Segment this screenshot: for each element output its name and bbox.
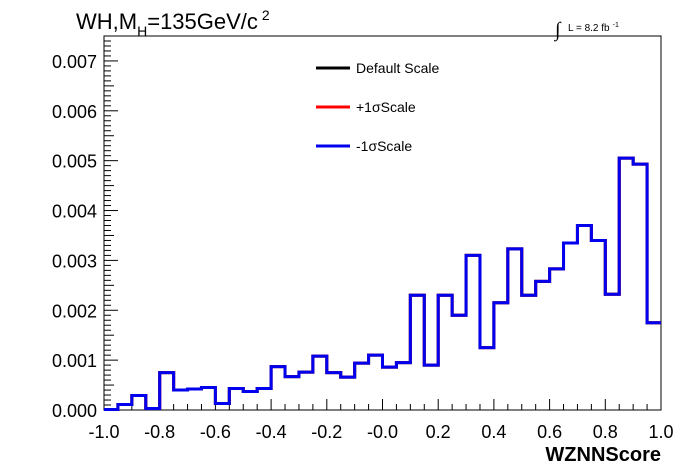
x-tick-label: -0.0: [367, 422, 398, 442]
y-tick-label: 0.003: [52, 251, 97, 271]
x-tick-label: -0.8: [144, 422, 175, 442]
lumi-superscript: -1: [613, 22, 619, 29]
y-tick-label: 0.001: [52, 351, 97, 371]
y-tick-label: 0.000: [52, 401, 97, 421]
title-subscript: H: [137, 23, 147, 39]
y-tick-label: 0.006: [52, 102, 97, 122]
x-tick-label: 0.8: [593, 422, 618, 442]
x-tick-label: 0.4: [481, 422, 506, 442]
lumi-integral: ∫: [553, 19, 562, 42]
x-tick-label: -0.2: [311, 422, 342, 442]
legend-label: Default Scale: [356, 60, 439, 76]
y-tick-label: 0.004: [52, 202, 97, 222]
title-main-text: WH,M: [76, 9, 137, 34]
chart-title: WH,MH=135GeV/c 2: [76, 7, 270, 39]
legend-label: -1σScale: [356, 138, 412, 154]
y-tick-label: 0.005: [52, 152, 97, 172]
title-superscript: 2: [262, 7, 270, 23]
x-tick-label: 1.0: [648, 422, 673, 442]
lumi-label: L = 8.2 fb -1: [568, 22, 619, 34]
x-axis: -1.0 -0.8 -0.6 -0.4 -0.2 -0.0 0.2 0.4 0.6 0.8 1.0: [88, 399, 674, 442]
y-tick-label: 0.002: [52, 301, 97, 321]
x-tick-label: 0.6: [537, 422, 562, 442]
x-tick-label: -0.4: [256, 422, 287, 442]
x-tick-label: 0.2: [426, 422, 451, 442]
y-axis: 0.000 0.001 0.002 0.003 0.004 0.005 0.006 0.007: [52, 40, 118, 421]
x-tick-label: -0.6: [200, 422, 231, 442]
histogram-series: [104, 156, 661, 411]
title-after-text: =135GeV/c: [147, 9, 258, 34]
x-axis-label: WZNNScore: [545, 444, 661, 466]
legend-label: +1σScale: [356, 99, 416, 115]
legend: Default Scale +1σScale -1σScale: [316, 60, 439, 154]
y-tick-label: 0.007: [52, 52, 97, 72]
series-layer: [104, 156, 661, 411]
histogram-series: [104, 156, 661, 411]
histogram-series: [104, 156, 661, 411]
lumi-text: L = 8.2 fb: [568, 23, 610, 34]
x-tick-label: -1.0: [88, 422, 119, 442]
